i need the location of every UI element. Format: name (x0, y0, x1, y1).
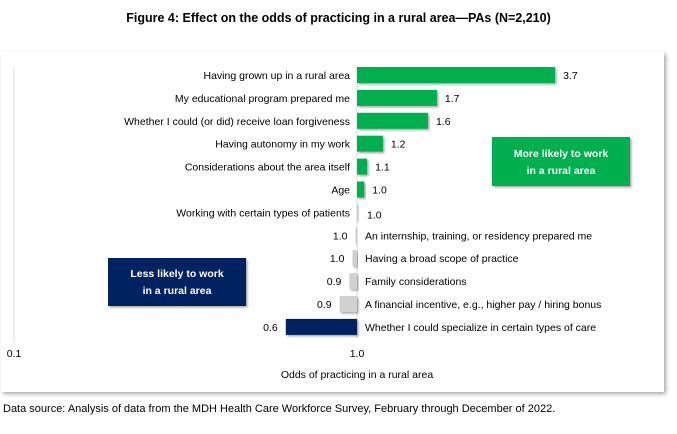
x-tick-label: 0.1 (7, 348, 22, 360)
category-label: Whether I could specialize in certain ty… (365, 322, 596, 334)
x-tick-label: 1.0 (350, 348, 365, 360)
chart-card (1, 52, 664, 392)
bar (339, 296, 357, 312)
category-label: Having grown up in a rural area (204, 70, 351, 82)
category-label: My educational program prepared me (175, 93, 350, 105)
bar (357, 89, 437, 106)
more-likely-callout (492, 137, 630, 186)
bar (355, 227, 358, 244)
value-label: 1.1 (375, 162, 390, 174)
bar (357, 204, 359, 221)
category-label: Working with certain types of patients (176, 207, 350, 219)
category-label: Having autonomy in my work (215, 139, 351, 151)
category-label: Having a broad scope of practice (365, 253, 519, 265)
bar (352, 250, 357, 267)
more-likely-callout-text: in a rural area (527, 165, 596, 177)
bar (349, 273, 357, 290)
value-label: 1.6 (436, 116, 451, 128)
value-label: 1.0 (333, 230, 348, 242)
bar (357, 158, 368, 175)
less-likely-callout-text: Less likely to work (130, 268, 224, 280)
value-label: 1.0 (330, 253, 345, 265)
value-label: 1.2 (391, 139, 406, 151)
value-label: 1.0 (372, 185, 387, 197)
value-label: 1.7 (445, 93, 460, 105)
category-label: An internship, training, or residency pr… (365, 230, 592, 242)
category-label: Family considerations (365, 276, 467, 288)
data-source: Data source: Analysis of data from the M… (3, 403, 556, 415)
value-label: 0.9 (317, 299, 332, 311)
bar (357, 67, 556, 83)
bar (285, 318, 357, 335)
value-label: 3.7 (563, 70, 578, 82)
bar (357, 112, 428, 129)
value-label: 0.9 (327, 276, 342, 288)
category-label: A financial incentive, e.g., higher pay … (365, 299, 601, 311)
more-likely-callout-text: More likely to work (514, 148, 609, 160)
bar (357, 135, 383, 152)
less-likely-callout (108, 258, 246, 306)
less-likely-callout-text: in a rural area (143, 285, 212, 297)
x-axis-title: Odds of practicing in a rural area (281, 369, 433, 381)
value-label: 0.6 (263, 322, 278, 334)
category-label: Age (331, 185, 350, 197)
category-label: Considerations about the area itself (185, 162, 350, 174)
category-label: Whether I could (or did) receive loan fo… (124, 116, 350, 128)
value-label: 1.0 (367, 209, 382, 221)
chart-title: Figure 4: Effect on the odds of practici… (126, 11, 551, 25)
bar (357, 181, 365, 198)
